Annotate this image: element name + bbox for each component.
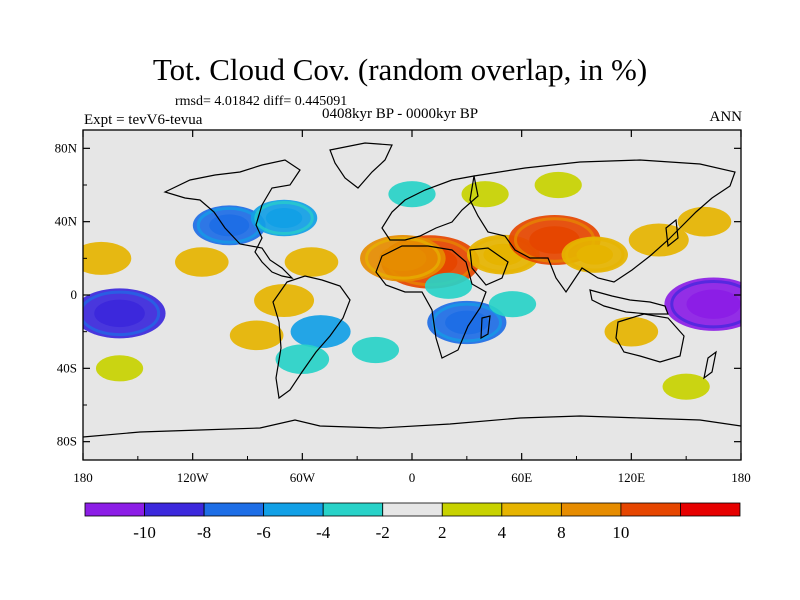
- colorbar-label: -6: [257, 523, 271, 542]
- colorbar-box: [560, 502, 622, 517]
- anomaly-ring: [565, 237, 625, 272]
- anomaly-ring: [364, 237, 441, 280]
- coastline-europe: [381, 175, 479, 241]
- lon-label: 120W: [177, 470, 210, 485]
- anomaly-cell: [488, 291, 537, 318]
- anomaly-cell: [677, 206, 732, 237]
- anomaly-cell: [95, 355, 144, 382]
- coastline-indonesia: [589, 289, 669, 315]
- anomaly-cell: [628, 223, 689, 257]
- lat-label: 40N: [55, 214, 78, 229]
- colorbar-box: [144, 502, 205, 517]
- colorbar-box: [501, 502, 562, 517]
- experiment-label: Expt = tevV6-tevua: [84, 112, 203, 128]
- coastline-asia: [469, 159, 736, 294]
- coastline-africa: [375, 245, 487, 359]
- anomaly-cell: [388, 181, 436, 208]
- colorbar-label: 8: [557, 523, 566, 542]
- map-axes: 80N 40N 0 40S 80S 180 120W 60W 0 60E 120E 180: [55, 130, 751, 485]
- anomaly-ring: [431, 302, 502, 343]
- lon-label: 120E: [618, 470, 646, 485]
- colorbar-label: 2: [438, 523, 447, 542]
- colorbar-box: [322, 502, 384, 517]
- anomaly-core: [686, 289, 741, 319]
- colorbar-label: 4: [498, 523, 507, 542]
- anomaly-cell: [229, 320, 284, 351]
- lat-label: 80S: [57, 434, 77, 449]
- lon-label: 0: [409, 470, 416, 485]
- anomaly-core: [265, 207, 303, 229]
- season-label: ANN: [709, 109, 743, 125]
- anomaly-cell: [290, 315, 351, 349]
- coastline-australia: [615, 313, 685, 363]
- anomaly-ring: [83, 290, 161, 337]
- anomaly-cell: [275, 344, 330, 374]
- coastline-japan: [665, 218, 679, 248]
- anomaly-cell: [604, 316, 659, 347]
- anomaly-core: [94, 299, 145, 328]
- coastline-north-america: [163, 159, 301, 279]
- coastlines: [83, 142, 741, 438]
- stats-label: rmsd= 4.01842 diff= 0.445091: [175, 94, 348, 109]
- colorbar-label: -8: [197, 523, 211, 542]
- period-label: 0408kyr BP - 0000kyr BP: [322, 106, 479, 122]
- coastline-new-zealand: [703, 350, 717, 380]
- anomaly-core: [445, 310, 489, 335]
- colorbar-label: 10: [612, 523, 629, 542]
- lon-label: 180: [73, 470, 93, 485]
- anomaly-core: [379, 245, 427, 272]
- colorbar-box: [620, 502, 681, 517]
- coastline-arabia: [469, 247, 509, 286]
- anomaly-cell: [83, 241, 132, 275]
- chart-title: Tot. Cloud Cov. (random overlap, in %): [152, 52, 648, 87]
- colorbar-box: [263, 502, 324, 517]
- anomaly-cell: [534, 171, 582, 199]
- coastline-south-america: [272, 275, 351, 400]
- anomaly-ring: [670, 279, 741, 329]
- colorbar-label: -2: [376, 523, 390, 542]
- coastline-antarctica: [83, 415, 741, 438]
- anomaly-cell: [284, 247, 339, 277]
- colorbar-box: [203, 502, 265, 517]
- anomaly-cell: [175, 247, 229, 277]
- colorbar-label: -4: [316, 523, 331, 542]
- coastline-greenland: [329, 142, 393, 189]
- colorbar: -10 -8 -6 -4 -2 2 4 8 10: [84, 502, 741, 542]
- coastline-madagascar: [480, 315, 491, 340]
- lon-label: 60W: [290, 470, 316, 485]
- plot-background: [83, 130, 741, 460]
- anomaly-core: [576, 244, 614, 265]
- lon-label: 180: [731, 470, 751, 485]
- colorbar-box: [84, 502, 145, 517]
- colorbar-box: [680, 502, 741, 517]
- anomaly-cell: [461, 181, 509, 208]
- colorbar-box: [441, 502, 503, 517]
- lat-label: 40S: [57, 360, 77, 375]
- colorbar-label: -10: [133, 523, 156, 542]
- anomaly-ring: [254, 201, 314, 235]
- anomaly-cell: [254, 284, 315, 317]
- anomaly-cell: [424, 272, 473, 299]
- colorbar-box: [382, 502, 443, 517]
- lon-label: 60E: [511, 470, 532, 485]
- anomaly-cell: [662, 373, 710, 400]
- anomaly-cell: [351, 336, 400, 364]
- lat-label: 0: [71, 287, 78, 302]
- lat-label: 80N: [55, 140, 78, 155]
